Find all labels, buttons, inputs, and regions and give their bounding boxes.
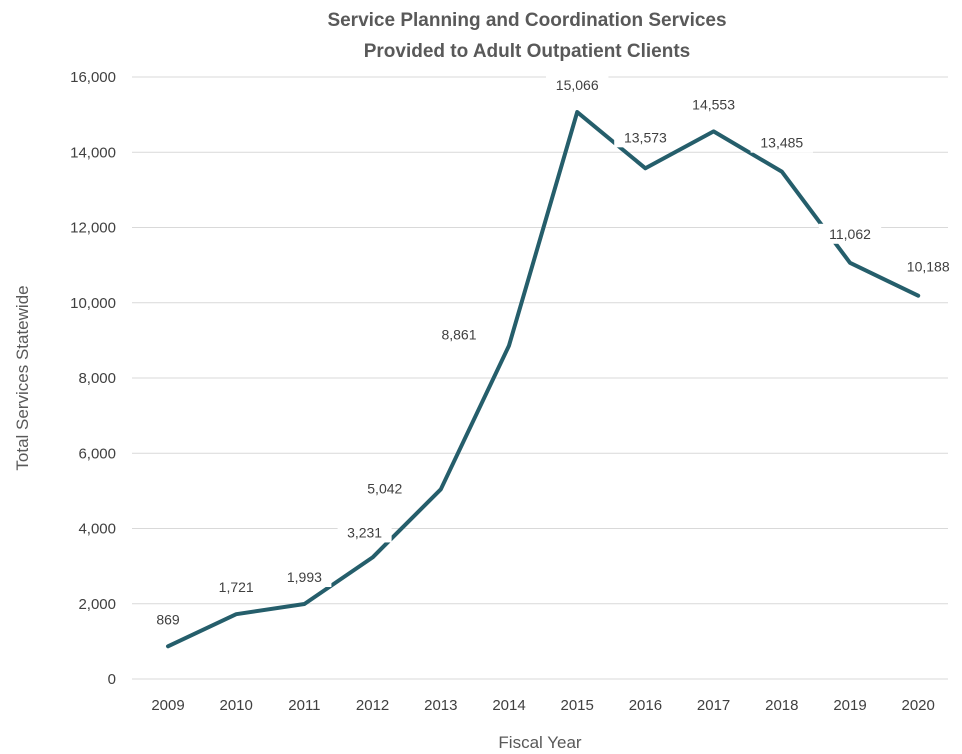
data-label: 11,062: [829, 226, 871, 242]
y-tick-label: 0: [108, 671, 116, 688]
data-label-background: [357, 478, 412, 499]
data-label-background: [337, 522, 392, 543]
data-label: 1,721: [219, 579, 254, 595]
y-axis-tick-labels: 0 2,000 4,000 6,000 8,000 10,000 12,000 14,000 1…: [70, 69, 116, 688]
data-label: 8,861: [441, 327, 476, 343]
x-tick-label: 2015: [561, 697, 594, 714]
gridlines: [132, 76, 948, 680]
data-label-background: [149, 609, 187, 630]
x-tick-label: 2010: [220, 697, 253, 714]
y-tick-label: 14,000: [70, 144, 116, 161]
data-label: 15,066: [556, 77, 599, 93]
x-tick-label: 2016: [629, 697, 662, 714]
x-tick-label: 2009: [151, 697, 184, 714]
x-tick-label: 2013: [424, 697, 457, 714]
y-tick-label: 6,000: [78, 445, 116, 462]
chart-title-line-2: Provided to Adult Outpatient Clients: [364, 41, 691, 62]
data-label: 13,485: [760, 135, 803, 151]
data-label-background: [750, 132, 813, 153]
x-axis-tick-labels: 2009 2010 2011 2012 2013 2014 2015 2016 2017 2018…: [151, 697, 935, 714]
y-axis-title: Total Services Statewide: [13, 285, 32, 470]
y-tick-label: 16,000: [70, 69, 116, 86]
data-label: 10,188: [907, 259, 950, 275]
x-axis-title: Fiscal Year: [498, 733, 581, 752]
data-label: 1,993: [287, 569, 322, 585]
x-tick-label: 2011: [288, 697, 320, 714]
data-label: 869: [156, 611, 180, 627]
data-label-background: [432, 324, 486, 345]
x-tick-label: 2020: [902, 697, 935, 714]
data-label-background: [277, 567, 332, 588]
data-label-background: [897, 256, 960, 277]
y-tick-label: 4,000: [78, 521, 116, 538]
x-tick-label: 2014: [492, 697, 525, 714]
data-label-background: [614, 127, 677, 148]
y-tick-label: 2,000: [78, 596, 116, 613]
x-tick-label: 2012: [356, 697, 389, 714]
chart-title-line-1: Service Planning and Coordination Servic…: [327, 10, 726, 31]
data-label: 13,573: [624, 129, 667, 145]
data-label-background: [209, 577, 264, 598]
data-label-background: [818, 223, 882, 244]
data-label-background: [682, 94, 745, 115]
y-tick-label: 8,000: [78, 370, 116, 387]
data-label: 14,553: [692, 96, 735, 112]
data-label-background: [546, 75, 609, 96]
x-tick-label: 2017: [697, 697, 730, 714]
y-tick-label: 12,000: [70, 220, 116, 237]
y-tick-label: 10,000: [70, 295, 116, 312]
x-tick-label: 2019: [833, 697, 866, 714]
data-labels: 869 1,721 1,993 3,231 5,042 8,861 15,066 13,573…: [149, 75, 960, 630]
x-tick-label: 2018: [765, 697, 798, 714]
data-label: 5,042: [367, 480, 402, 496]
series-line: [166, 110, 921, 649]
data-label: 3,231: [347, 524, 382, 540]
